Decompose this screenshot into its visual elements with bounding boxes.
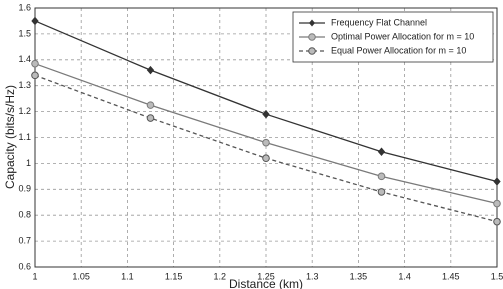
y-tick-label: 0.9 xyxy=(18,184,31,194)
marker xyxy=(377,188,386,196)
legend-label: Equal Power Allocation for m = 10 xyxy=(331,45,466,55)
x-axis-label: Distance (km) xyxy=(229,277,303,289)
x-tick-label: 1 xyxy=(32,271,37,281)
marker xyxy=(377,147,386,157)
marker xyxy=(262,109,270,119)
y-tick-label: 1 xyxy=(26,158,31,168)
legend-label: Frequency Flat Channel xyxy=(331,17,427,27)
legend-box xyxy=(292,11,494,63)
y-tick-label: 1.5 xyxy=(18,28,31,38)
marker xyxy=(493,199,501,208)
legend-label: Optimal Power Allocation for m = 10 xyxy=(331,31,474,41)
marker xyxy=(493,177,501,186)
x-tick-label: 1.25 xyxy=(257,271,275,281)
x-tick-label: 1.5 xyxy=(491,271,503,281)
marker xyxy=(146,101,155,109)
x-tick-label: 1.35 xyxy=(350,271,368,281)
y-tick-label: 1.2 xyxy=(18,106,31,116)
x-tick-label: 1.3 xyxy=(306,271,319,281)
plot-frame xyxy=(34,7,498,268)
marker xyxy=(146,114,155,122)
x-tick-label: 1.15 xyxy=(165,271,183,281)
y-tick-label: 0.8 xyxy=(18,210,31,220)
marker xyxy=(31,71,39,80)
legend-marker xyxy=(308,47,316,55)
x-tick-label: 1.2 xyxy=(214,271,227,281)
marker xyxy=(146,65,155,75)
marker xyxy=(493,217,501,226)
y-tick-label: 0.7 xyxy=(18,235,31,245)
y-tick-label: 1.1 xyxy=(18,132,31,142)
y-tick-label: 1.3 xyxy=(18,80,31,90)
x-tick-label: 1.45 xyxy=(442,271,460,281)
y-tick-label: 1.6 xyxy=(18,2,31,12)
x-tick-label: 1.05 xyxy=(72,271,90,281)
y-tick-label: 1.4 xyxy=(18,54,31,64)
y-tick-label: 0.6 xyxy=(18,261,31,271)
marker xyxy=(262,154,270,163)
x-tick-label: 1.4 xyxy=(398,271,411,281)
marker xyxy=(377,172,386,181)
x-tick-label: 1.1 xyxy=(121,271,134,281)
legend-marker xyxy=(309,19,315,27)
marker xyxy=(31,16,39,26)
marker xyxy=(262,138,270,147)
legend-marker xyxy=(308,33,316,41)
y-axis-label: Capacity (bits/s/Hz) xyxy=(3,85,17,189)
marker xyxy=(31,59,39,68)
